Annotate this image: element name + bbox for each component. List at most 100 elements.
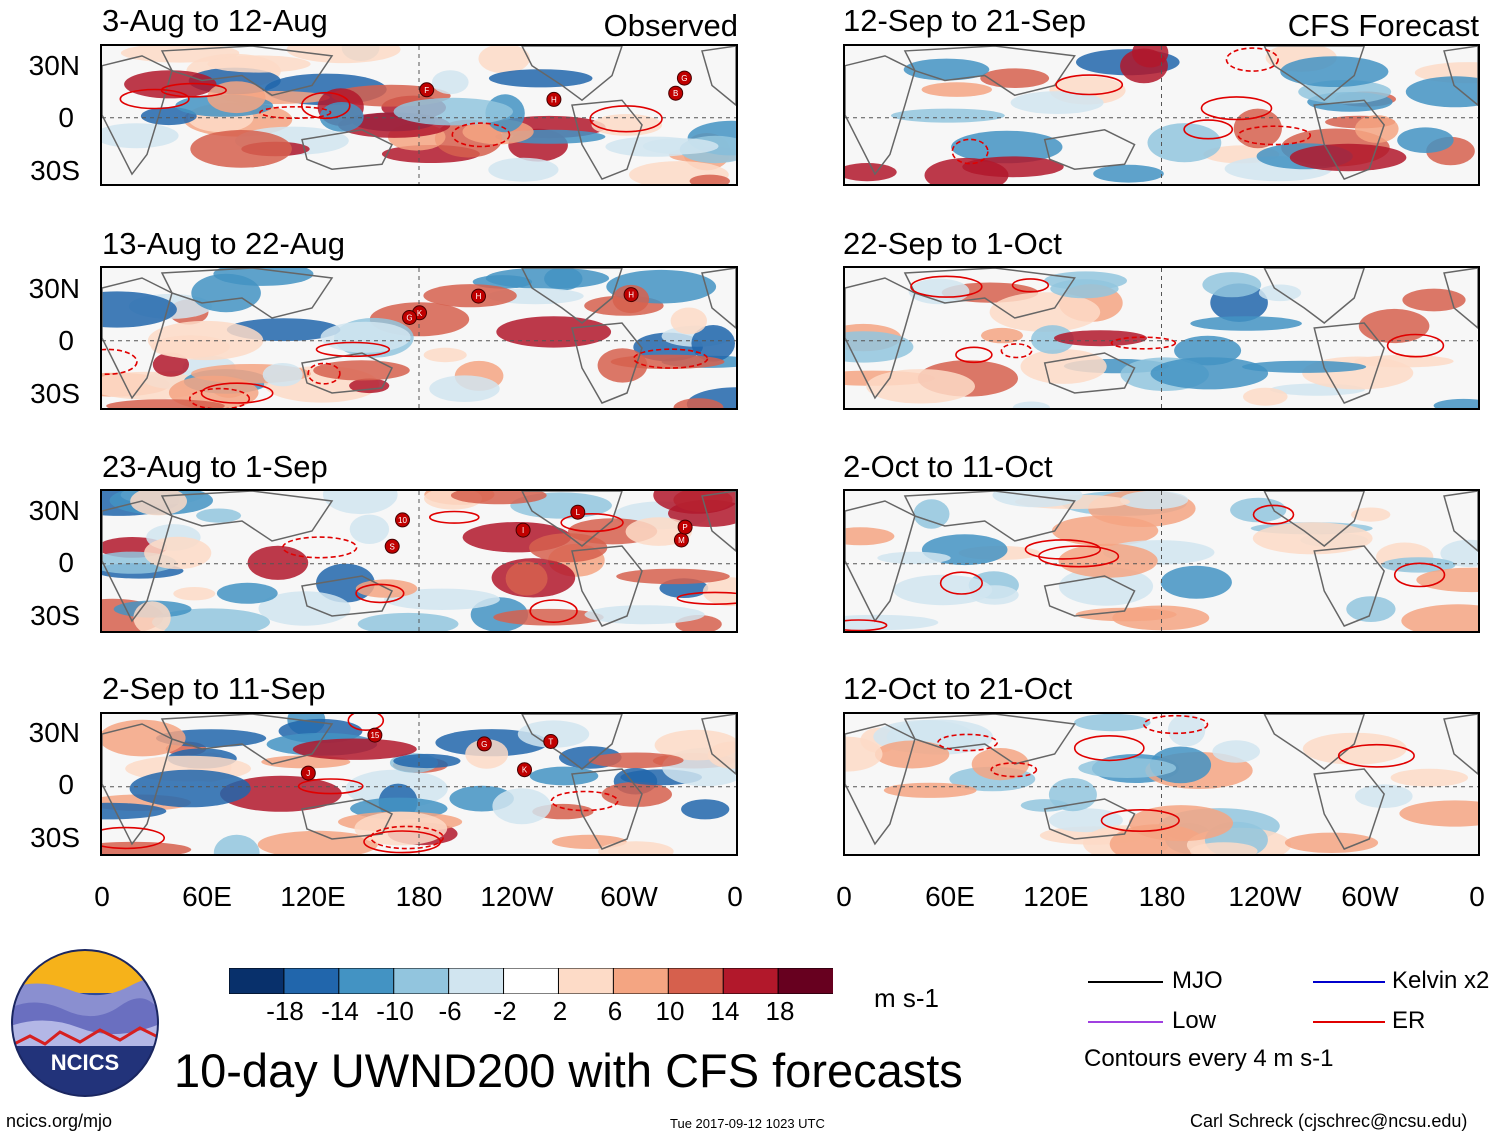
coastline — [102, 723, 173, 846]
anomaly-patch — [1252, 522, 1373, 555]
anomaly-patch — [529, 533, 608, 563]
anomaly-patch — [877, 551, 951, 564]
storm-label: L — [576, 508, 581, 517]
colorbar-tick: -2 — [493, 996, 517, 1026]
anomaly-patch — [1147, 123, 1222, 163]
footer-url[interactable]: ncics.org/mjo — [6, 1111, 113, 1131]
coastline — [1263, 714, 1365, 770]
anomaly-patch — [349, 378, 390, 394]
anomaly-patch — [981, 327, 1023, 344]
er-contour — [188, 387, 251, 408]
colorbar-swatch — [503, 967, 560, 995]
storm-marker: B — [668, 85, 684, 101]
anomaly-patch — [393, 753, 461, 769]
coastline — [903, 46, 1076, 97]
anomaly-patch — [980, 68, 1050, 88]
anomaly-patch — [213, 834, 260, 854]
coastline — [301, 129, 394, 170]
anomaly-patch — [319, 102, 364, 132]
coastline — [1263, 491, 1365, 547]
legend-label-low: Low — [1172, 1007, 1217, 1034]
lon-label: 60E — [925, 881, 975, 912]
map-panel: G T 15 K J — [100, 712, 738, 856]
storm-label: K — [417, 309, 423, 318]
storm-label: K — [522, 766, 528, 775]
er-contour — [1200, 96, 1273, 121]
storm-label: J — [306, 769, 310, 778]
lon-label: 0 — [1469, 881, 1485, 912]
colorbar-swatch — [283, 967, 340, 995]
anomaly-patch — [707, 741, 736, 769]
lat-label: 30N — [28, 273, 80, 304]
er-contour — [1386, 333, 1445, 358]
coastline — [903, 491, 1076, 542]
coastline — [701, 268, 736, 329]
storm-marker: 10 — [395, 512, 410, 528]
colorbar-tick: -10 — [376, 996, 414, 1026]
anomaly-patch — [921, 82, 992, 97]
storm-marker: J — [300, 765, 316, 781]
coastline — [1263, 268, 1365, 324]
legend-line-kelvin — [1313, 981, 1385, 983]
er-contour — [676, 591, 736, 605]
anomaly-patch — [1190, 842, 1258, 854]
coastline — [1043, 798, 1136, 840]
lat-label: 30N — [28, 495, 80, 526]
anomaly-patch — [1190, 316, 1302, 331]
anomaly-patch — [689, 174, 730, 184]
anomaly-patch — [102, 123, 179, 149]
coastline — [845, 723, 916, 846]
storm-marker: M — [673, 532, 689, 548]
anomaly-patch — [866, 369, 975, 404]
anomaly-patch — [292, 738, 417, 760]
anomaly-patch — [598, 841, 674, 854]
lon-label: 120E — [280, 881, 346, 912]
er-contour — [937, 733, 999, 752]
coastline — [102, 55, 173, 176]
storm-label: H — [551, 95, 557, 104]
er-contour — [1110, 336, 1177, 350]
anomaly-patch — [173, 587, 216, 601]
anomaly-patch — [1401, 604, 1478, 631]
map-panel — [843, 266, 1480, 410]
map-panel — [843, 489, 1480, 633]
anomaly-patch — [653, 491, 736, 514]
anomaly-patch — [423, 347, 467, 363]
anomaly-patch — [673, 398, 724, 408]
anomaly-patch — [207, 81, 266, 114]
er-contour — [307, 362, 341, 385]
er-contour — [589, 105, 663, 133]
anomaly-patch — [845, 163, 897, 182]
anomaly-patch — [1048, 808, 1123, 833]
ncics-logo: NCICS — [10, 948, 160, 1098]
anomaly-patch — [1258, 284, 1302, 302]
anomaly-patch — [320, 321, 411, 353]
anomaly-patch — [1402, 288, 1466, 312]
anomaly-patch — [1242, 360, 1367, 373]
anomaly-patch — [357, 612, 459, 631]
anomaly-patch — [450, 491, 547, 505]
er-contour — [1011, 278, 1050, 293]
storm-label: M — [678, 536, 685, 545]
storm-label: H — [628, 291, 634, 300]
anomaly-patch — [1058, 566, 1154, 606]
logo-text: NCICS — [51, 1050, 119, 1075]
anomaly-patch — [152, 352, 189, 377]
panel-title: 2-Sep to 11-Sep — [102, 671, 326, 706]
anomaly-patch — [140, 107, 197, 126]
coastline — [571, 322, 643, 404]
anomaly-patch — [258, 591, 351, 626]
er-contour — [632, 348, 709, 369]
anomaly-patch — [989, 292, 1101, 332]
storm-marker: G — [402, 310, 417, 325]
colorbar-swatch — [448, 967, 505, 995]
anomaly-patch — [903, 58, 990, 81]
coastline — [1443, 714, 1478, 775]
anomaly-patch — [1280, 56, 1389, 87]
coastline — [160, 46, 334, 97]
er-contour — [281, 536, 358, 559]
coastline — [1443, 46, 1478, 107]
storm-marker: H — [623, 287, 639, 303]
er-contour — [1055, 74, 1124, 96]
coastline — [1043, 575, 1136, 617]
